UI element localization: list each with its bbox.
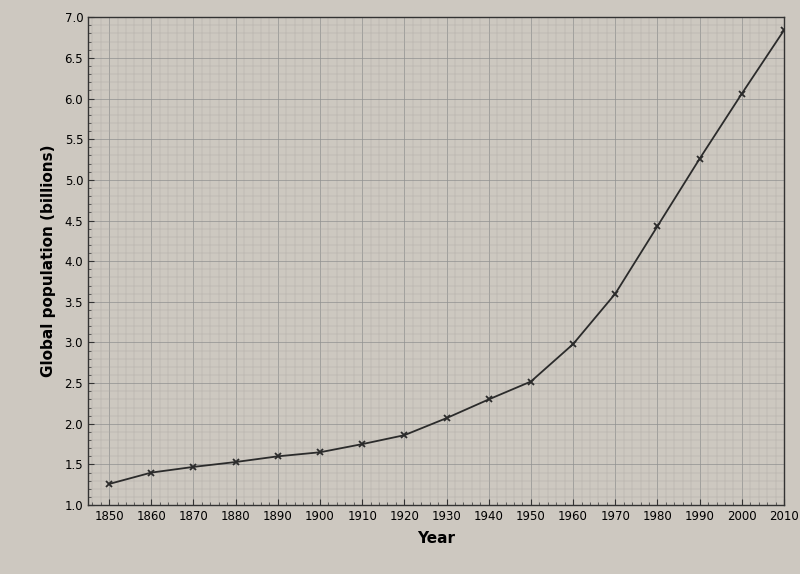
X-axis label: Year: Year [417,532,455,546]
Y-axis label: Global population (billions): Global population (billions) [41,145,56,378]
